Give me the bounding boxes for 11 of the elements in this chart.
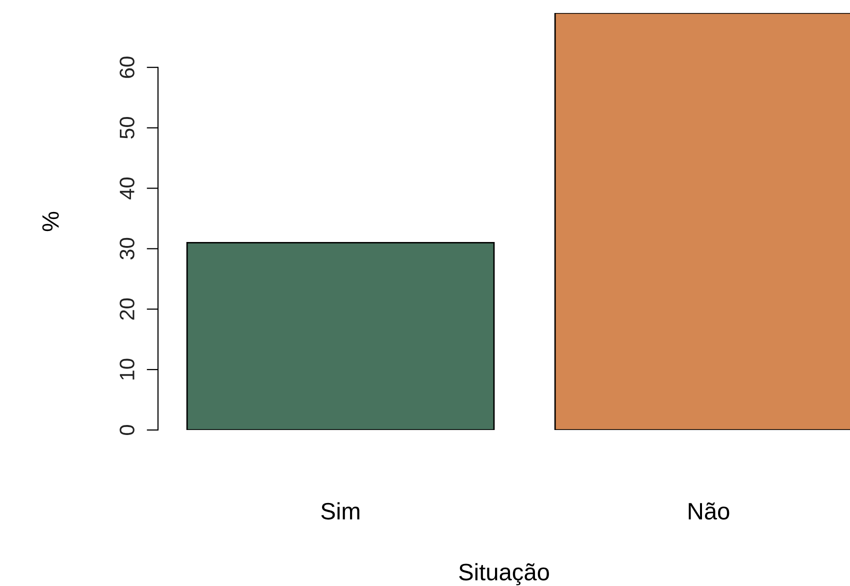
x-axis-title: Situação bbox=[459, 563, 549, 586]
y-tick-label: 30 bbox=[120, 238, 134, 260]
x-tick-label: Sim bbox=[321, 502, 360, 520]
y-tick-label: 10 bbox=[120, 358, 134, 380]
y-tick-label: 50 bbox=[120, 117, 134, 139]
y-tick-label: 0 bbox=[120, 425, 134, 435]
y-tick-label: 20 bbox=[120, 298, 134, 320]
y-axis-title: % bbox=[42, 212, 59, 232]
x-tick-label: Não bbox=[688, 502, 730, 520]
y-tick-label: 60 bbox=[120, 56, 134, 78]
y-tick-label: 40 bbox=[120, 177, 134, 200]
